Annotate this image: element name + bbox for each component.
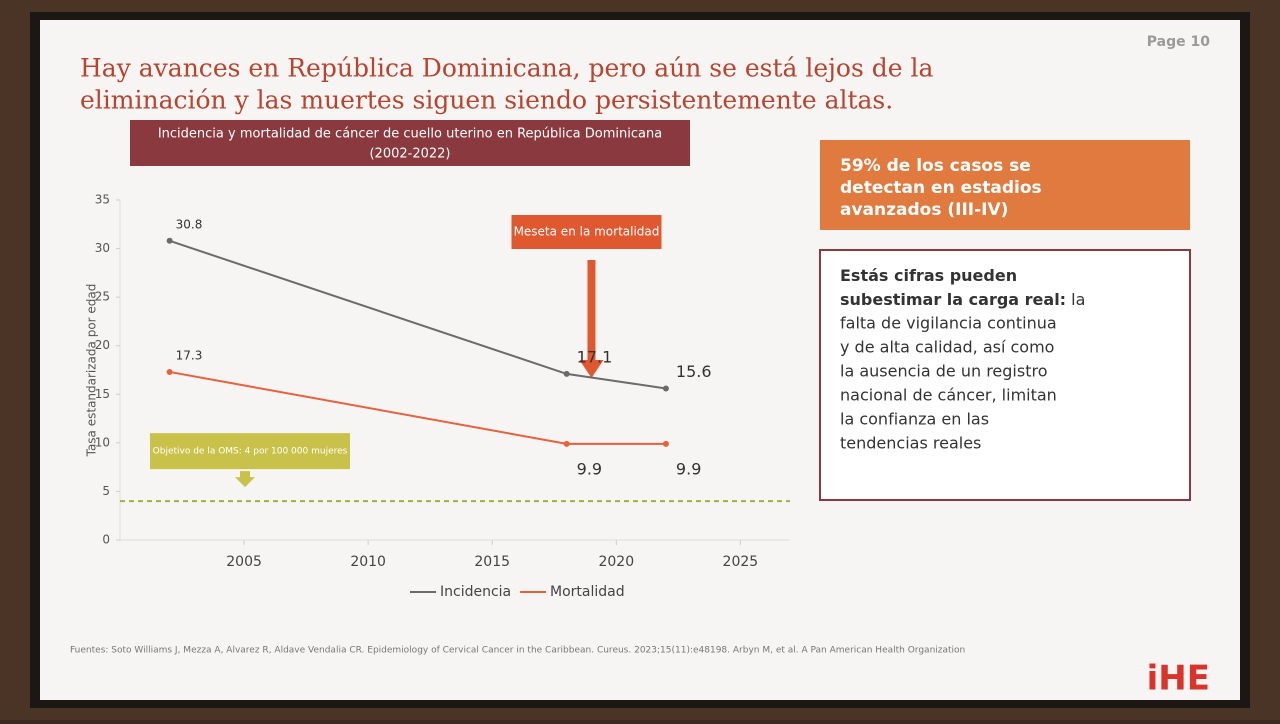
y-tick-label: 20 [95, 338, 110, 352]
legend-label: Mortalidad [550, 584, 625, 600]
stat-text: detectan en estadios [840, 178, 1042, 198]
point [662, 385, 669, 392]
y-axis-label: Tasa estandarizada por edad [85, 284, 99, 458]
y-tick-label: 15 [95, 387, 110, 401]
target-label: Objetivo de la OMS: 4 por 100 000 mujere… [153, 447, 348, 457]
y-tick-label: 5 [102, 484, 110, 498]
point [563, 370, 570, 377]
stat-box [820, 140, 1190, 230]
logo: iHE [1147, 659, 1210, 699]
note-text: falta de vigilancia continua [840, 314, 1057, 333]
note-text: y de alta calidad, así como [840, 338, 1054, 357]
annotation-arrow [579, 260, 604, 378]
point [662, 440, 669, 447]
slide-title: eliminación y las muertes siguen siendo … [80, 86, 893, 115]
stat-text: avanzados (III-IV) [840, 200, 1008, 220]
data-label: 30.8 [176, 217, 203, 231]
stat-text: 59% de los casos se [840, 156, 1031, 176]
x-tick-label: 2005 [226, 554, 262, 570]
data-label: 9.9 [577, 459, 602, 478]
data-label: 17.1 [577, 347, 613, 366]
y-tick-label: 30 [95, 241, 110, 255]
target-arrow [235, 471, 255, 488]
data-label: 9.9 [676, 459, 701, 478]
y-tick-label: 0 [102, 533, 110, 547]
target-box [150, 433, 350, 470]
chart-subtitle: (2002-2022) [369, 147, 450, 162]
point [166, 237, 173, 244]
chart-subtitle: Incidencia y mortalidad de cáncer de cue… [158, 127, 662, 142]
footnote: Fuentes: Soto Williams J, Mezza A, Alvar… [70, 646, 965, 656]
data-label: 17.3 [176, 348, 203, 362]
point [166, 368, 173, 375]
note-text: Estás cifras pueden [840, 266, 1017, 285]
annotation-box [511, 215, 662, 249]
y-tick-label: 35 [95, 193, 110, 207]
note-text: tendencias reales [840, 434, 981, 453]
note-text: nacional de cáncer, limitan [840, 386, 1057, 405]
x-tick-label: 2010 [350, 554, 386, 570]
note-box [819, 249, 1191, 501]
note-text: la confianza en las [840, 410, 989, 429]
legend-label: Incidencia [440, 584, 511, 600]
note-bold: subestimar la carga real: [840, 290, 1066, 309]
x-tick-label: 2020 [598, 554, 634, 570]
y-tick-label: 25 [95, 290, 110, 304]
y-tick-label: 10 [95, 435, 110, 449]
x-tick-label: 2025 [723, 554, 759, 570]
subtitle-band [130, 120, 690, 166]
data-label: 15.6 [676, 362, 712, 381]
note-text: la ausencia de un registro [840, 362, 1047, 381]
point [563, 440, 570, 447]
x-tick-label: 2015 [474, 554, 510, 570]
note-text: subestimar la carga real: la [840, 290, 1085, 309]
page-label: Page 10 [1147, 34, 1210, 50]
note-line: la [1071, 290, 1085, 309]
annotation: Meseta en la mortalidad [514, 225, 660, 239]
slide-title: Hay avances en República Dominicana, per… [80, 54, 934, 83]
note-bold: Estás cifras pueden [840, 266, 1017, 285]
